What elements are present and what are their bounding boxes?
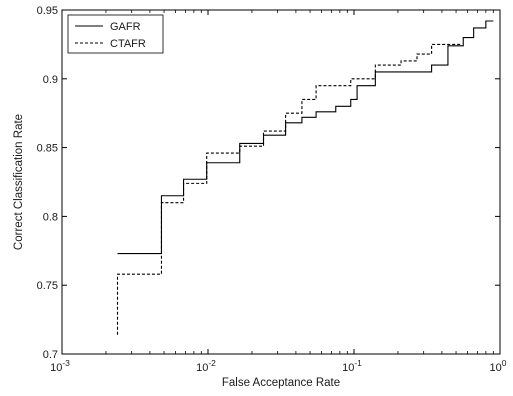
y-tick-label: 0.85 [37,143,58,155]
series-layer [116,20,494,335]
y-tick-label: 0.9 [43,74,58,86]
plot-frame [61,9,501,355]
legend-label-ctafr: CTAFR [110,38,146,50]
y-axis-label: Correct Classification Rate [13,114,25,250]
x-tick-label: 100 [490,358,507,374]
plot-area [62,10,500,354]
y-tick-label: 0.7 [43,349,58,361]
legend-label-gafr: GAFR [110,21,141,33]
y-tick-label: 0.75 [37,280,58,292]
y-tick-label: 0.95 [37,5,58,17]
y-tick-label: 0.8 [43,211,58,223]
legend-box [67,14,164,54]
series-line-ctafr [116,43,463,335]
tick-labels: 0.7 0.75 0.8 0.85 0.9 0.95 10-3 10-2 10-1 100 [37,5,507,374]
legend: GAFR CTAFR [67,14,164,54]
x-axis-label: False Acceptance Rate [222,377,340,389]
x-tick-label: 10-1 [342,358,362,374]
x-tick-label: 10-3 [50,358,70,374]
x-tick-label: 10-2 [196,358,216,374]
